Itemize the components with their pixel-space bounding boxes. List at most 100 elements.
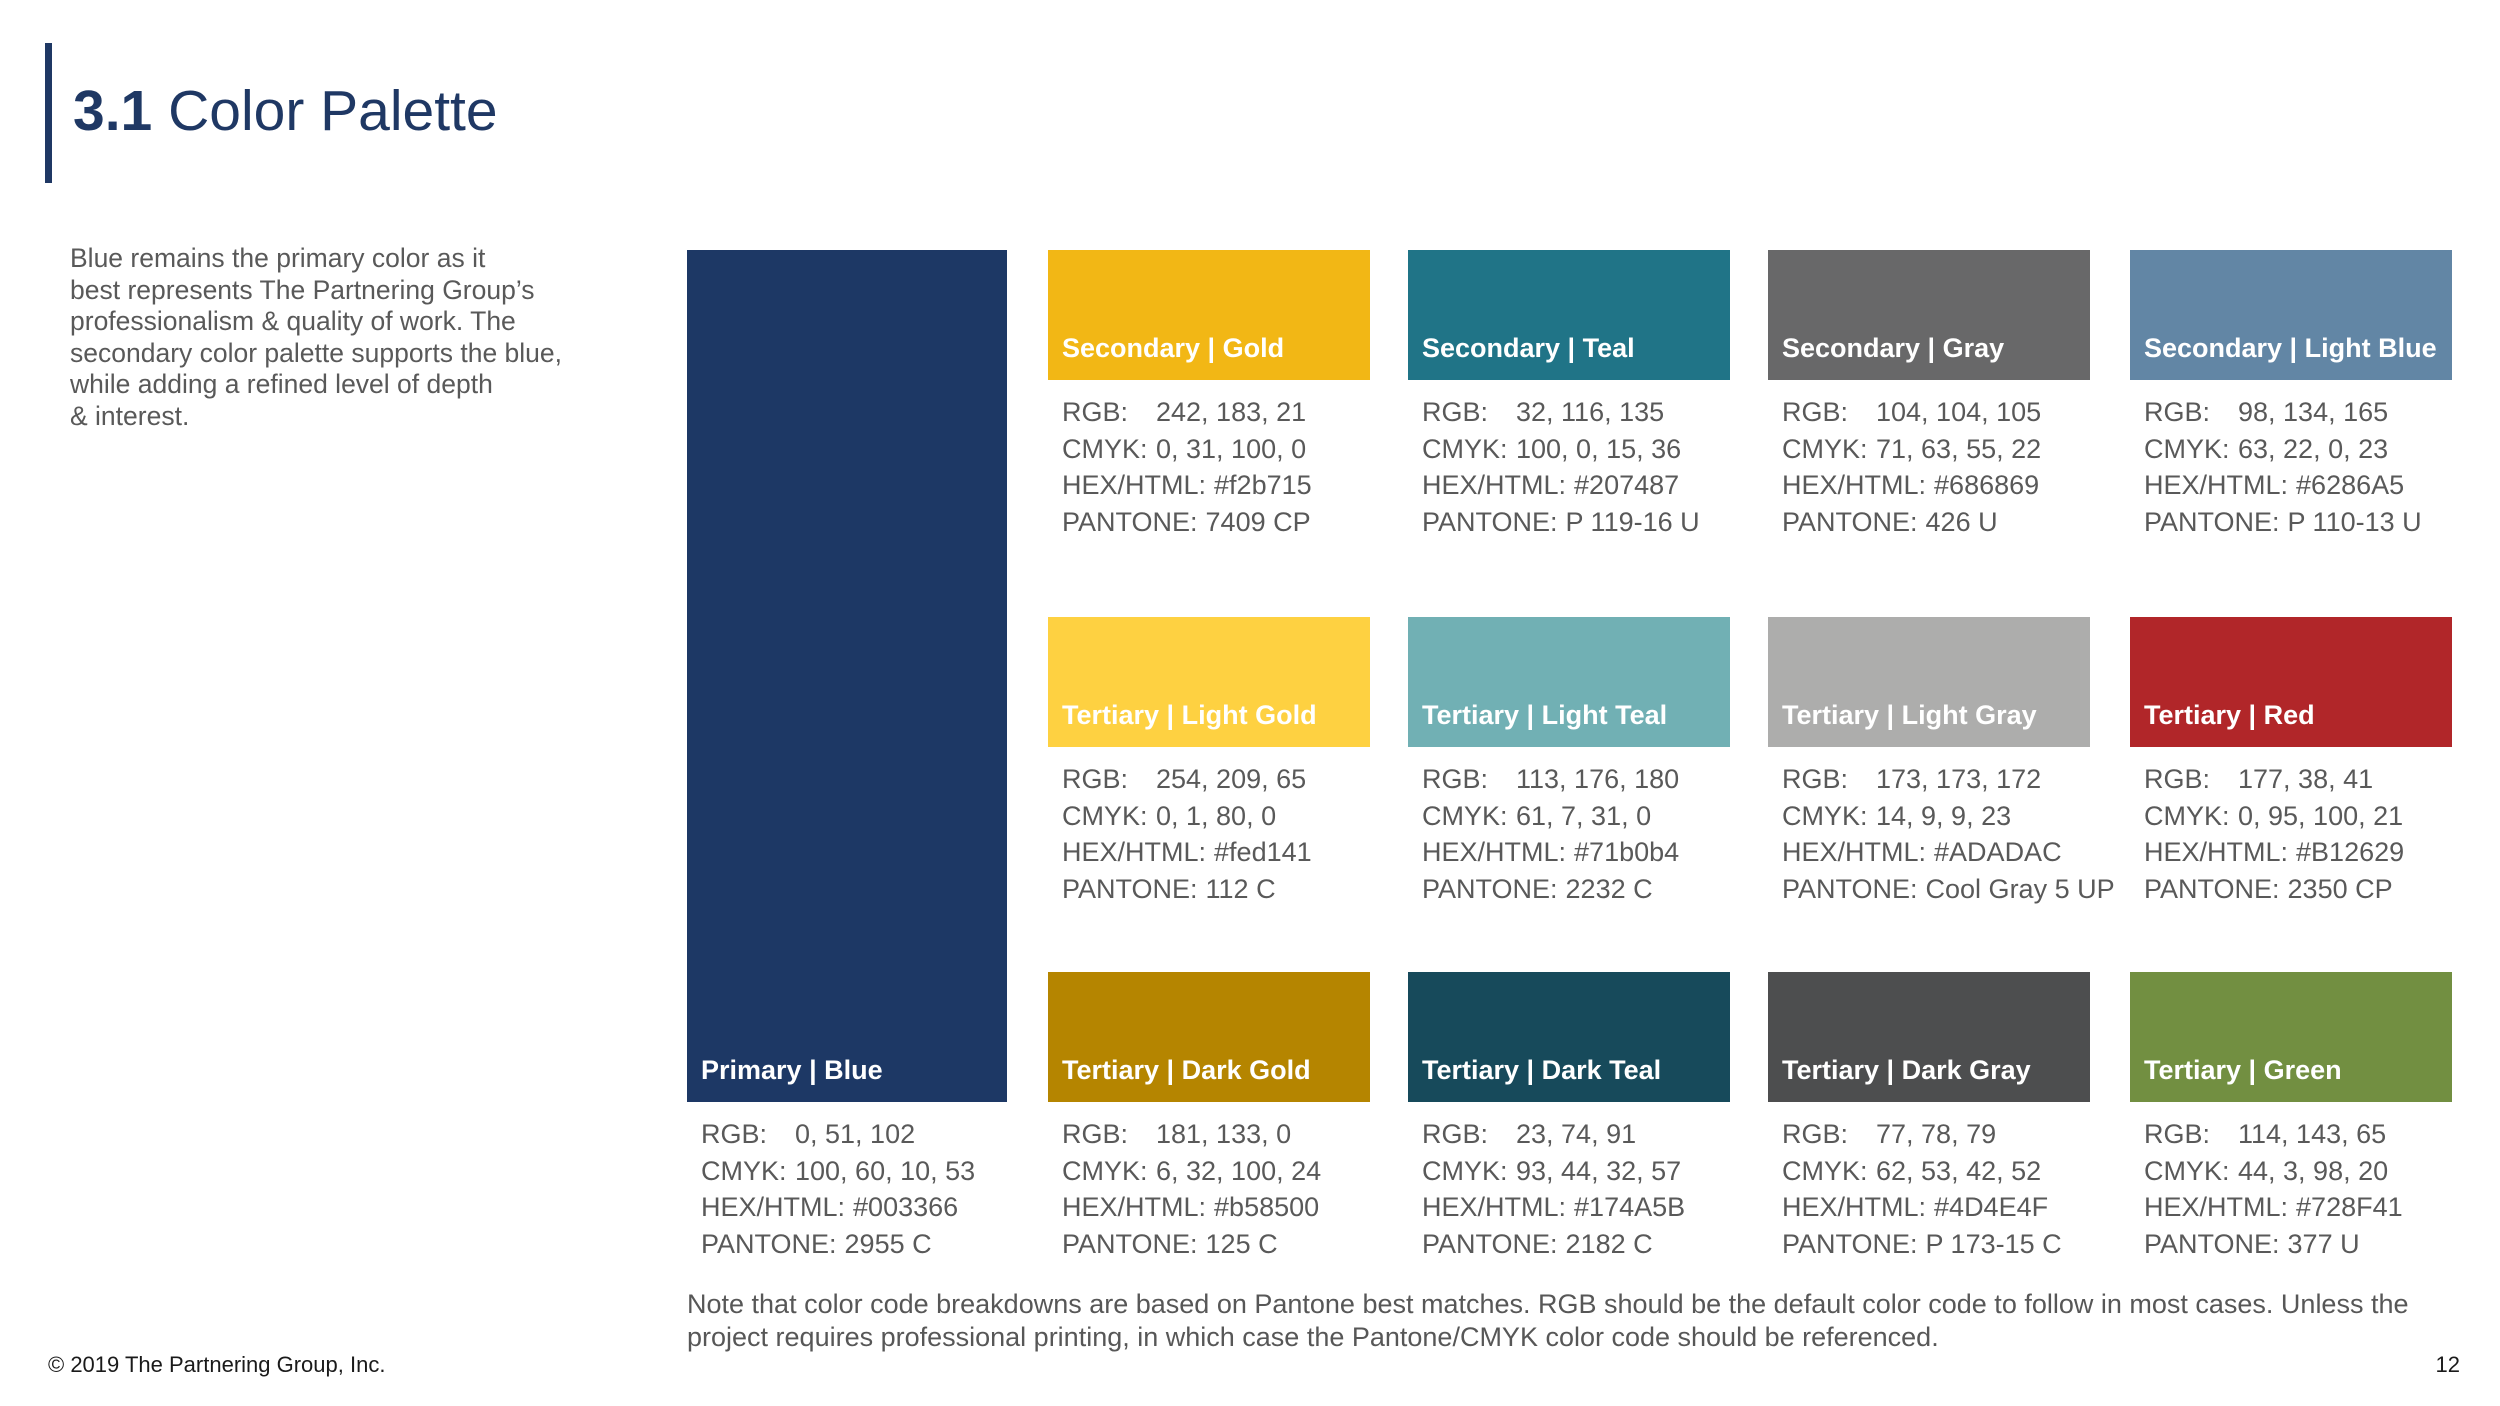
- swatch-label: Secondary | Teal: [1422, 333, 1635, 363]
- spec-key-rgb: RGB:: [1782, 1119, 1849, 1149]
- spec-key-cmyk: CMYK:: [1782, 1155, 1868, 1186]
- spec-key-hex: HEX/HTML:: [701, 1192, 846, 1222]
- spec-hex: HEX/HTML: #b58500: [1062, 1189, 1370, 1226]
- spec-value-hex: #207487: [1574, 470, 1680, 500]
- spec-value-cmyk: 0, 95, 100, 21: [2238, 800, 2404, 831]
- spec-value-pantone: P 110-13 U: [2287, 506, 2422, 537]
- spec-value-rgb: 181, 133, 0: [1156, 1119, 1292, 1149]
- color-specs: RGB: 98, 134, 165 CMYK: 63, 22, 0, 23 HEX/…: [2130, 380, 2452, 540]
- spec-key-cmyk: CMYK:: [1062, 433, 1148, 464]
- spec-value-pantone: 426 U: [1925, 506, 1998, 537]
- spec-key-hex: HEX/HTML:: [1062, 1192, 1207, 1222]
- spec-key-rgb: RGB:: [1062, 397, 1129, 427]
- color-swatch-tertiary-light-gray: Tertiary | Light Gray: [1768, 617, 2090, 747]
- swatch-label: Tertiary | Dark Gray: [1782, 1055, 2031, 1085]
- color-swatch-tertiary-dark-teal: Tertiary | Dark Teal: [1408, 972, 1730, 1102]
- spec-value-cmyk: 61, 7, 31, 0: [1516, 800, 1652, 831]
- spec-value-pantone: P 119-16 U: [1565, 506, 1700, 537]
- spec-cmyk: CMYK: 62, 53, 42, 52: [1782, 1153, 2090, 1190]
- spec-key-pantone: PANTONE:: [1782, 873, 1918, 904]
- spec-value-cmyk: 0, 1, 80, 0: [1156, 800, 1277, 831]
- spec-hex: HEX/HTML: #71b0b4: [1422, 834, 1730, 871]
- spec-value-rgb: 173, 173, 172: [1876, 764, 2042, 794]
- spec-pantone: PANTONE: 426 U: [1782, 504, 2090, 541]
- spec-key-cmyk: CMYK:: [2144, 433, 2230, 464]
- spec-key-hex: HEX/HTML:: [1422, 470, 1567, 500]
- swatch-label: Tertiary | Dark Gold: [1062, 1055, 1311, 1085]
- spec-rgb: RGB: 114, 143, 65: [2144, 1116, 2452, 1153]
- spec-pantone: PANTONE: 112 C: [1062, 871, 1370, 908]
- page-number: 12: [2435, 1352, 2460, 1377]
- color-specs: RGB: 177, 38, 41 CMYK: 0, 95, 100, 21 HEX/…: [2130, 747, 2452, 907]
- spec-value-pantone: 2182 C: [1565, 1228, 1653, 1259]
- spec-pantone: PANTONE: 2182 C: [1422, 1226, 1730, 1263]
- spec-pantone: PANTONE: P 173-15 C: [1782, 1226, 2090, 1263]
- title-accent-bar: [45, 43, 52, 183]
- spec-cmyk: CMYK: 6, 32, 100, 24: [1062, 1153, 1370, 1190]
- spec-rgb: RGB: 98, 134, 165: [2144, 394, 2452, 431]
- spec-value-cmyk: 44, 3, 98, 20: [2238, 1155, 2389, 1186]
- color-specs: RGB: 104, 104, 105 CMYK: 71, 63, 55, 22 HE…: [1768, 380, 2090, 540]
- spec-value-cmyk: 62, 53, 42, 52: [1876, 1155, 2042, 1186]
- spec-value-cmyk: 63, 22, 0, 23: [2238, 433, 2389, 464]
- swatch-label: Tertiary | Red: [2144, 700, 2315, 730]
- spec-value-pantone: 2350 CP: [2287, 873, 2393, 904]
- spec-key-rgb: RGB:: [2144, 397, 2211, 427]
- spec-value-cmyk: 100, 0, 15, 36: [1516, 433, 1682, 464]
- spec-key-cmyk: CMYK:: [1062, 800, 1148, 831]
- spec-value-cmyk: 100, 60, 10, 53: [795, 1155, 976, 1186]
- color-swatch-tertiary-green: Tertiary | Green: [2130, 972, 2452, 1102]
- swatch-label: Tertiary | Dark Teal: [1422, 1055, 1662, 1085]
- swatch-card-secondary-light-blue: Secondary | Light Blue RGB: 98, 134, 165 …: [2130, 250, 2452, 540]
- swatch-label: Tertiary | Green: [2144, 1055, 2342, 1085]
- color-swatch-primary-blue: Primary | Blue: [687, 250, 1007, 1102]
- spec-value-cmyk: 14, 9, 9, 23: [1876, 800, 2012, 831]
- spec-value-rgb: 104, 104, 105: [1876, 397, 2042, 427]
- spec-key-pantone: PANTONE:: [1422, 1228, 1558, 1259]
- section-title: Color Palette: [168, 79, 498, 143]
- spec-hex: HEX/HTML: #fed141: [1062, 834, 1370, 871]
- spec-value-rgb: 113, 176, 180: [1516, 764, 1680, 794]
- spec-rgb: RGB: 32, 116, 135: [1422, 394, 1730, 431]
- spec-value-rgb: 0, 51, 102: [795, 1119, 916, 1149]
- spec-value-rgb: 254, 209, 65: [1156, 764, 1307, 794]
- spec-key-hex: HEX/HTML:: [1782, 837, 1927, 867]
- spec-key-rgb: RGB:: [1782, 764, 1849, 794]
- color-specs: RGB: 181, 133, 0 CMYK: 6, 32, 100, 24 HEX/…: [1048, 1102, 1370, 1262]
- spec-value-hex: #4D4E4F: [1934, 1192, 2049, 1222]
- color-specs: RGB: 114, 143, 65 CMYK: 44, 3, 98, 20 HEX/…: [2130, 1102, 2452, 1262]
- spec-key-rgb: RGB:: [1422, 1119, 1489, 1149]
- spec-value-hex: #71b0b4: [1574, 837, 1680, 867]
- spec-key-hex: HEX/HTML:: [1062, 470, 1207, 500]
- spec-pantone: PANTONE: P 119-16 U: [1422, 504, 1730, 541]
- swatch-label: Secondary | Gold: [1062, 333, 1285, 363]
- spec-hex: HEX/HTML: #ADADAC: [1782, 834, 2090, 871]
- swatch-card-secondary-teal: Secondary | Teal RGB: 32, 116, 135 CMYK: 1…: [1408, 250, 1730, 540]
- spec-hex: HEX/HTML: #728F41: [2144, 1189, 2452, 1226]
- spec-value-hex: #b58500: [1214, 1192, 1320, 1222]
- spec-rgb: RGB: 177, 38, 41: [2144, 761, 2452, 798]
- spec-key-rgb: RGB:: [1422, 764, 1489, 794]
- spec-rgb: RGB: 77, 78, 79: [1782, 1116, 2090, 1153]
- spec-cmyk: CMYK: 93, 44, 32, 57: [1422, 1153, 1730, 1190]
- spec-value-hex: #6286A5: [2296, 470, 2405, 500]
- color-swatch-secondary-gold: Secondary | Gold: [1048, 250, 1370, 380]
- spec-key-pantone: PANTONE:: [1422, 873, 1558, 904]
- swatch-card-tertiary-dark-teal: Tertiary | Dark Teal RGB: 23, 74, 91 CMYK…: [1408, 972, 1730, 1262]
- color-swatch-tertiary-dark-gray: Tertiary | Dark Gray: [1768, 972, 2090, 1102]
- spec-value-hex: #f2b715: [1214, 470, 1312, 500]
- color-specs: RGB: 23, 74, 91 CMYK: 93, 44, 32, 57 HEX/H…: [1408, 1102, 1730, 1262]
- spec-key-pantone: PANTONE:: [1782, 1228, 1918, 1259]
- color-specs: RGB: 254, 209, 65 CMYK: 0, 1, 80, 0 HEX/HT…: [1048, 747, 1370, 907]
- spec-rgb: RGB: 242, 183, 21: [1062, 394, 1370, 431]
- spec-key-cmyk: CMYK:: [2144, 1155, 2230, 1186]
- spec-value-rgb: 242, 183, 21: [1156, 397, 1307, 427]
- spec-value-rgb: 114, 143, 65: [2238, 1119, 2387, 1149]
- spec-value-pantone: 2955 C: [844, 1228, 932, 1259]
- spec-cmyk: CMYK: 0, 31, 100, 0: [1062, 431, 1370, 468]
- swatch-card-tertiary-light-gold: Tertiary | Light Gold RGB: 254, 209, 65 C…: [1048, 617, 1370, 907]
- spec-rgb: RGB: 173, 173, 172: [1782, 761, 2090, 798]
- spec-key-cmyk: CMYK:: [2144, 800, 2230, 831]
- spec-value-rgb: 32, 116, 135: [1516, 397, 1665, 427]
- swatch-card-primary-blue: Primary | Blue RGB: 0, 51, 102 CMYK: 100, …: [687, 250, 1007, 1262]
